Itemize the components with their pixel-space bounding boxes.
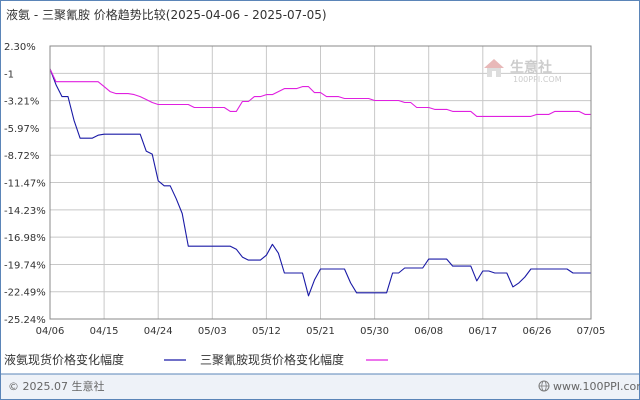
globe-icon xyxy=(538,380,550,392)
watermark-logo: 生意社 100PPI.COM xyxy=(484,59,562,84)
x-tick-label: 07/05 xyxy=(577,326,606,337)
plot-border xyxy=(49,45,592,320)
x-tick-label: 06/17 xyxy=(468,326,497,337)
y-tick-label: -1 xyxy=(4,69,14,80)
x-tick-label: 05/12 xyxy=(252,326,281,337)
x-tick-label: 06/08 xyxy=(414,326,443,337)
house-icon xyxy=(484,59,504,77)
x-tick-label: 04/06 xyxy=(36,326,65,337)
y-tick-label: -14.23% xyxy=(4,206,46,217)
footer-url: www.100PPI.com xyxy=(553,380,640,393)
x-tick-label: 04/15 xyxy=(90,326,119,337)
y-tick-label: -22.49% xyxy=(4,288,46,299)
y-axis-ticks: 2.30% -1 -3.21% -5.97% -8.72% -11.47% -14.23% -… xyxy=(4,42,46,326)
y-tick-label: 2.30% xyxy=(4,42,36,53)
y-tick-label: -19.74% xyxy=(4,260,46,271)
chart-title: 液氨 - 三聚氰胺 价格趋势比较(2025-04-06 - 2025-07-05… xyxy=(6,7,327,22)
y-tick-label: -16.98% xyxy=(4,233,46,244)
y-tick-label: -5.97% xyxy=(4,124,39,135)
series-line-ammonia xyxy=(49,68,591,297)
grid xyxy=(49,45,592,320)
x-tick-label: 06/26 xyxy=(522,326,551,337)
x-tick-label: 05/21 xyxy=(306,326,335,337)
x-axis-ticks: 04/06 04/15 04/24 05/03 05/12 05/21 05/30 06/08… xyxy=(36,326,606,337)
y-tick-label: -11.47% xyxy=(4,179,46,190)
footer-band xyxy=(1,374,639,399)
x-tick-label: 04/24 xyxy=(144,326,173,337)
y-tick-label: -25.24% xyxy=(4,315,46,326)
y-tick-label: -3.21% xyxy=(4,97,39,108)
series-line-melamine xyxy=(49,68,591,117)
y-tick-label: -8.72% xyxy=(4,151,39,162)
x-tick-label: 05/03 xyxy=(198,326,227,337)
watermark-url: 100PPI.COM xyxy=(513,75,562,84)
watermark-name: 生意社 xyxy=(510,59,552,76)
x-tick-label: 05/30 xyxy=(360,326,389,337)
series-layer xyxy=(49,68,591,297)
footer-copyright: © 2025.07 生意社 xyxy=(8,379,104,393)
legend-label-ammonia: 液氨现货价格变化幅度 xyxy=(4,352,124,367)
legend-label-melamine: 三聚氰胺现货价格变化幅度 xyxy=(200,352,344,367)
legend: 液氨现货价格变化幅度 三聚氰胺现货价格变化幅度 xyxy=(4,352,388,367)
